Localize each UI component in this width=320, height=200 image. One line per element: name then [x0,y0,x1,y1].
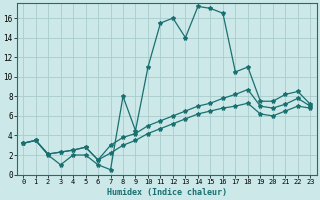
X-axis label: Humidex (Indice chaleur): Humidex (Indice chaleur) [107,188,227,197]
